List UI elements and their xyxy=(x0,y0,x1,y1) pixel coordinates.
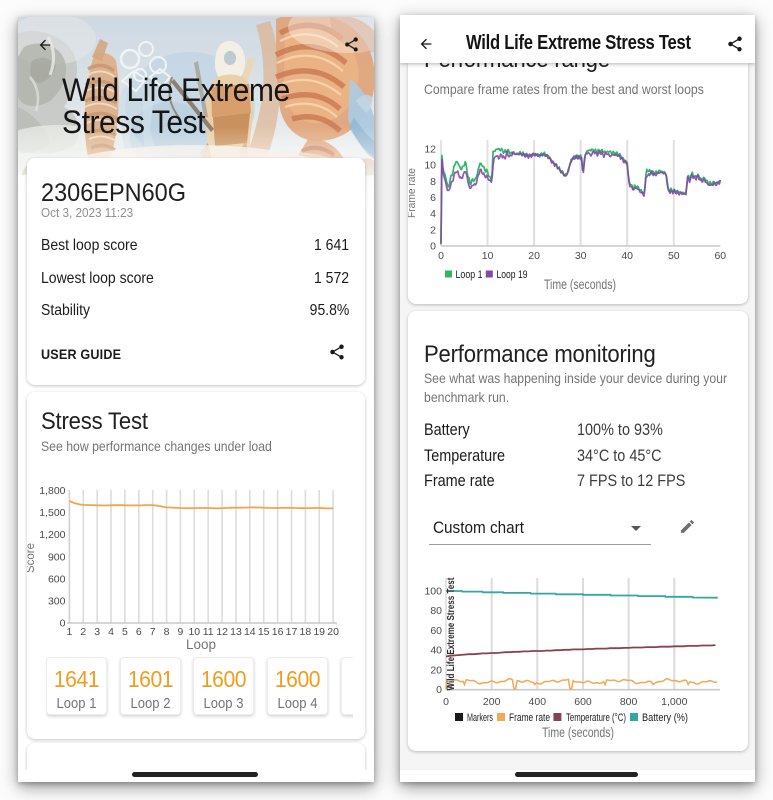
svg-text:0: 0 xyxy=(438,250,444,262)
svg-text:Time (seconds): Time (seconds) xyxy=(544,277,616,292)
svg-text:Frame rate: Frame rate xyxy=(509,712,550,724)
svg-text:40: 40 xyxy=(621,250,633,262)
svg-text:9: 9 xyxy=(177,626,183,638)
svg-text:30: 30 xyxy=(575,250,587,262)
svg-text:12: 12 xyxy=(216,626,228,638)
svg-text:10: 10 xyxy=(424,160,436,172)
svg-text:20: 20 xyxy=(430,665,442,677)
svg-text:1,200: 1,200 xyxy=(39,529,65,541)
svg-text:Wild Life Extreme Stress Test: Wild Life Extreme Stress Test xyxy=(446,577,457,691)
svg-text:Markers: Markers xyxy=(467,712,493,724)
svg-text:100: 100 xyxy=(424,586,442,598)
svg-text:7: 7 xyxy=(150,626,156,638)
svg-text:4: 4 xyxy=(430,208,436,220)
svg-text:20: 20 xyxy=(327,626,339,638)
svg-text:0: 0 xyxy=(60,618,66,630)
svg-text:15: 15 xyxy=(258,626,270,638)
svg-text:Loop 19: Loop 19 xyxy=(497,269,528,281)
svg-text:800: 800 xyxy=(620,696,638,708)
svg-text:Score: Score xyxy=(27,543,37,573)
svg-text:12: 12 xyxy=(424,144,436,156)
svg-text:0: 0 xyxy=(430,241,436,253)
svg-text:8: 8 xyxy=(430,176,436,188)
svg-text:2: 2 xyxy=(80,626,86,638)
svg-text:600: 600 xyxy=(574,696,592,708)
svg-text:17: 17 xyxy=(286,626,298,638)
svg-text:6: 6 xyxy=(136,626,142,638)
svg-text:50: 50 xyxy=(668,250,680,262)
svg-text:80: 80 xyxy=(430,605,442,617)
svg-text:Time (seconds): Time (seconds) xyxy=(542,725,614,740)
svg-text:Battery (%): Battery (%) xyxy=(642,712,688,724)
svg-text:3: 3 xyxy=(94,626,100,638)
svg-text:400: 400 xyxy=(529,696,547,708)
svg-text:11: 11 xyxy=(203,626,214,638)
svg-text:600: 600 xyxy=(48,573,66,585)
svg-text:4: 4 xyxy=(108,626,114,638)
svg-text:1,800: 1,800 xyxy=(39,485,65,497)
svg-text:1,500: 1,500 xyxy=(39,507,65,519)
svg-text:60: 60 xyxy=(430,625,442,637)
svg-text:0: 0 xyxy=(443,696,449,708)
svg-text:300: 300 xyxy=(48,595,66,607)
svg-text:14: 14 xyxy=(244,626,256,638)
svg-text:40: 40 xyxy=(430,645,442,657)
svg-text:18: 18 xyxy=(300,626,312,638)
svg-text:200: 200 xyxy=(483,696,501,708)
svg-text:1: 1 xyxy=(66,626,72,638)
svg-text:Loop 1: Loop 1 xyxy=(456,269,483,281)
svg-text:19: 19 xyxy=(313,626,325,638)
svg-text:10: 10 xyxy=(188,626,200,638)
svg-text:20: 20 xyxy=(528,250,540,262)
svg-text:2: 2 xyxy=(430,224,436,236)
svg-text:8: 8 xyxy=(164,626,170,638)
svg-text:60: 60 xyxy=(714,250,726,262)
svg-text:6: 6 xyxy=(430,192,436,204)
svg-text:13: 13 xyxy=(230,626,242,638)
svg-text:900: 900 xyxy=(48,551,66,563)
svg-text:0: 0 xyxy=(436,684,442,696)
svg-text:16: 16 xyxy=(272,626,284,638)
svg-text:1,000: 1,000 xyxy=(661,696,687,708)
svg-text:Temperature (°C): Temperature (°C) xyxy=(566,712,626,724)
svg-text:Loop: Loop xyxy=(186,637,216,652)
svg-text:10: 10 xyxy=(482,250,494,262)
svg-text:Frame rate: Frame rate xyxy=(408,168,418,218)
svg-text:5: 5 xyxy=(122,626,128,638)
